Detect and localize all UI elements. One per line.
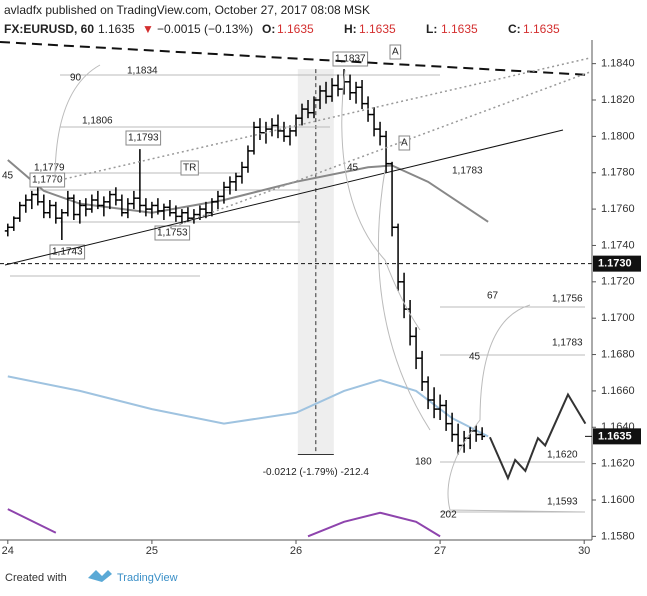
annotation: 1,1620 bbox=[547, 450, 578, 461]
trend-line bbox=[0, 41, 591, 76]
symbol: FX:EURUSD, 60 bbox=[4, 22, 94, 36]
ohlc-label: H: bbox=[344, 22, 357, 36]
projection-path bbox=[489, 392, 587, 481]
annotation-box bbox=[125, 130, 162, 146]
ohlc-label: O: bbox=[262, 22, 275, 36]
ohlc-value: 1.1635 bbox=[523, 22, 560, 36]
annotation: 45 bbox=[2, 171, 14, 182]
created-with: Created with bbox=[5, 572, 67, 584]
price-badge-label: 1.1635 bbox=[598, 430, 632, 442]
annotation: 1,1834 bbox=[127, 66, 158, 77]
annotation-box bbox=[29, 172, 66, 188]
moving-average bbox=[7, 159, 489, 223]
y-tick-label: 1.1800 bbox=[601, 130, 635, 142]
ohlc-label: L: bbox=[426, 22, 437, 36]
annotation: 1,1783 bbox=[552, 338, 583, 349]
last: 1.1635 bbox=[98, 22, 135, 36]
annotation-box bbox=[180, 160, 199, 176]
annotation: 45 bbox=[347, 163, 359, 174]
y-tick-label: 1.1720 bbox=[601, 276, 635, 288]
y-tick-label: 1.1620 bbox=[601, 458, 635, 470]
annotation: 202 bbox=[440, 510, 457, 521]
price-badge bbox=[593, 428, 641, 445]
ohlc-value: 1.1635 bbox=[359, 22, 396, 36]
annotation-box bbox=[389, 44, 402, 60]
y-tick-label: 1.1820 bbox=[601, 94, 635, 106]
x-tick-label: 26 bbox=[290, 545, 302, 557]
x-tick-label: 30 bbox=[578, 545, 590, 557]
annotation: A bbox=[392, 47, 399, 58]
ohlc-value: 1.1635 bbox=[441, 22, 478, 36]
annotation: 67 bbox=[487, 291, 499, 302]
annotation: 1,1756 bbox=[552, 294, 583, 305]
annotation-box bbox=[49, 244, 86, 260]
ohlc-value: 1.1635 bbox=[277, 22, 314, 36]
y-tick-label: 1.1740 bbox=[601, 239, 635, 251]
y-tick-label: 1.1700 bbox=[601, 312, 635, 324]
annotation: 1,1779 bbox=[34, 163, 65, 174]
annotation-box bbox=[398, 135, 411, 151]
x-tick-label: 24 bbox=[2, 545, 14, 557]
fan-arc bbox=[54, 64, 101, 181]
fan-arc bbox=[377, 169, 431, 431]
x-tick-label: 25 bbox=[146, 545, 158, 557]
x-tick-label: 27 bbox=[434, 545, 446, 557]
price-badge bbox=[593, 255, 641, 272]
change: −0.0015 (−0.13%) bbox=[157, 22, 253, 36]
annotation: TR bbox=[183, 163, 196, 174]
annotation: 180 bbox=[415, 457, 432, 468]
annotation-box bbox=[154, 225, 191, 241]
annotation: 1,1793 bbox=[128, 133, 159, 144]
moving-average bbox=[7, 508, 441, 538]
price-badge-label: 1.1730 bbox=[598, 258, 632, 270]
annotation: 1,1806 bbox=[82, 116, 113, 127]
fan-arc bbox=[341, 69, 421, 331]
annotation: 1,1770 bbox=[32, 175, 63, 186]
y-tick-label: 1.1580 bbox=[601, 530, 635, 542]
channel-line bbox=[59, 57, 591, 181]
logo-mark bbox=[88, 570, 112, 582]
annotation: 90 bbox=[70, 73, 82, 84]
fan-arc bbox=[447, 304, 586, 513]
ohlc-label: C: bbox=[508, 22, 521, 36]
y-tick-label: 1.1760 bbox=[601, 203, 635, 215]
arrow: ▼ bbox=[142, 22, 154, 36]
measure-label: -0.0212 (-1.79%) -212.4 bbox=[263, 467, 370, 478]
trend-line bbox=[4, 129, 564, 266]
y-tick-label: 1.1780 bbox=[601, 167, 635, 179]
header-line: avladfx published on TradingView.com, Oc… bbox=[4, 3, 370, 17]
y-tick-label: 1.1680 bbox=[601, 348, 635, 360]
logo bbox=[88, 570, 112, 582]
annotation: 1,1837 bbox=[335, 54, 366, 65]
annotation: 1,1753 bbox=[157, 228, 188, 239]
annotation: 1,1743 bbox=[52, 247, 83, 258]
annotation: 1,1593 bbox=[547, 497, 578, 508]
annotation: 1,1783 bbox=[452, 166, 483, 177]
y-tick-label: 1.1600 bbox=[601, 494, 635, 506]
plot-area: -0.0212 (-1.79%) -212.4 90 1,1834 1,1806 1,1… bbox=[0, 44, 592, 538]
y-tick-label: 1.1660 bbox=[601, 385, 635, 397]
annotation: A bbox=[401, 138, 408, 149]
y-tick-label: 1.1840 bbox=[601, 58, 635, 70]
brand[interactable]: TradingView bbox=[117, 572, 178, 584]
annotation: 45 bbox=[469, 352, 481, 363]
